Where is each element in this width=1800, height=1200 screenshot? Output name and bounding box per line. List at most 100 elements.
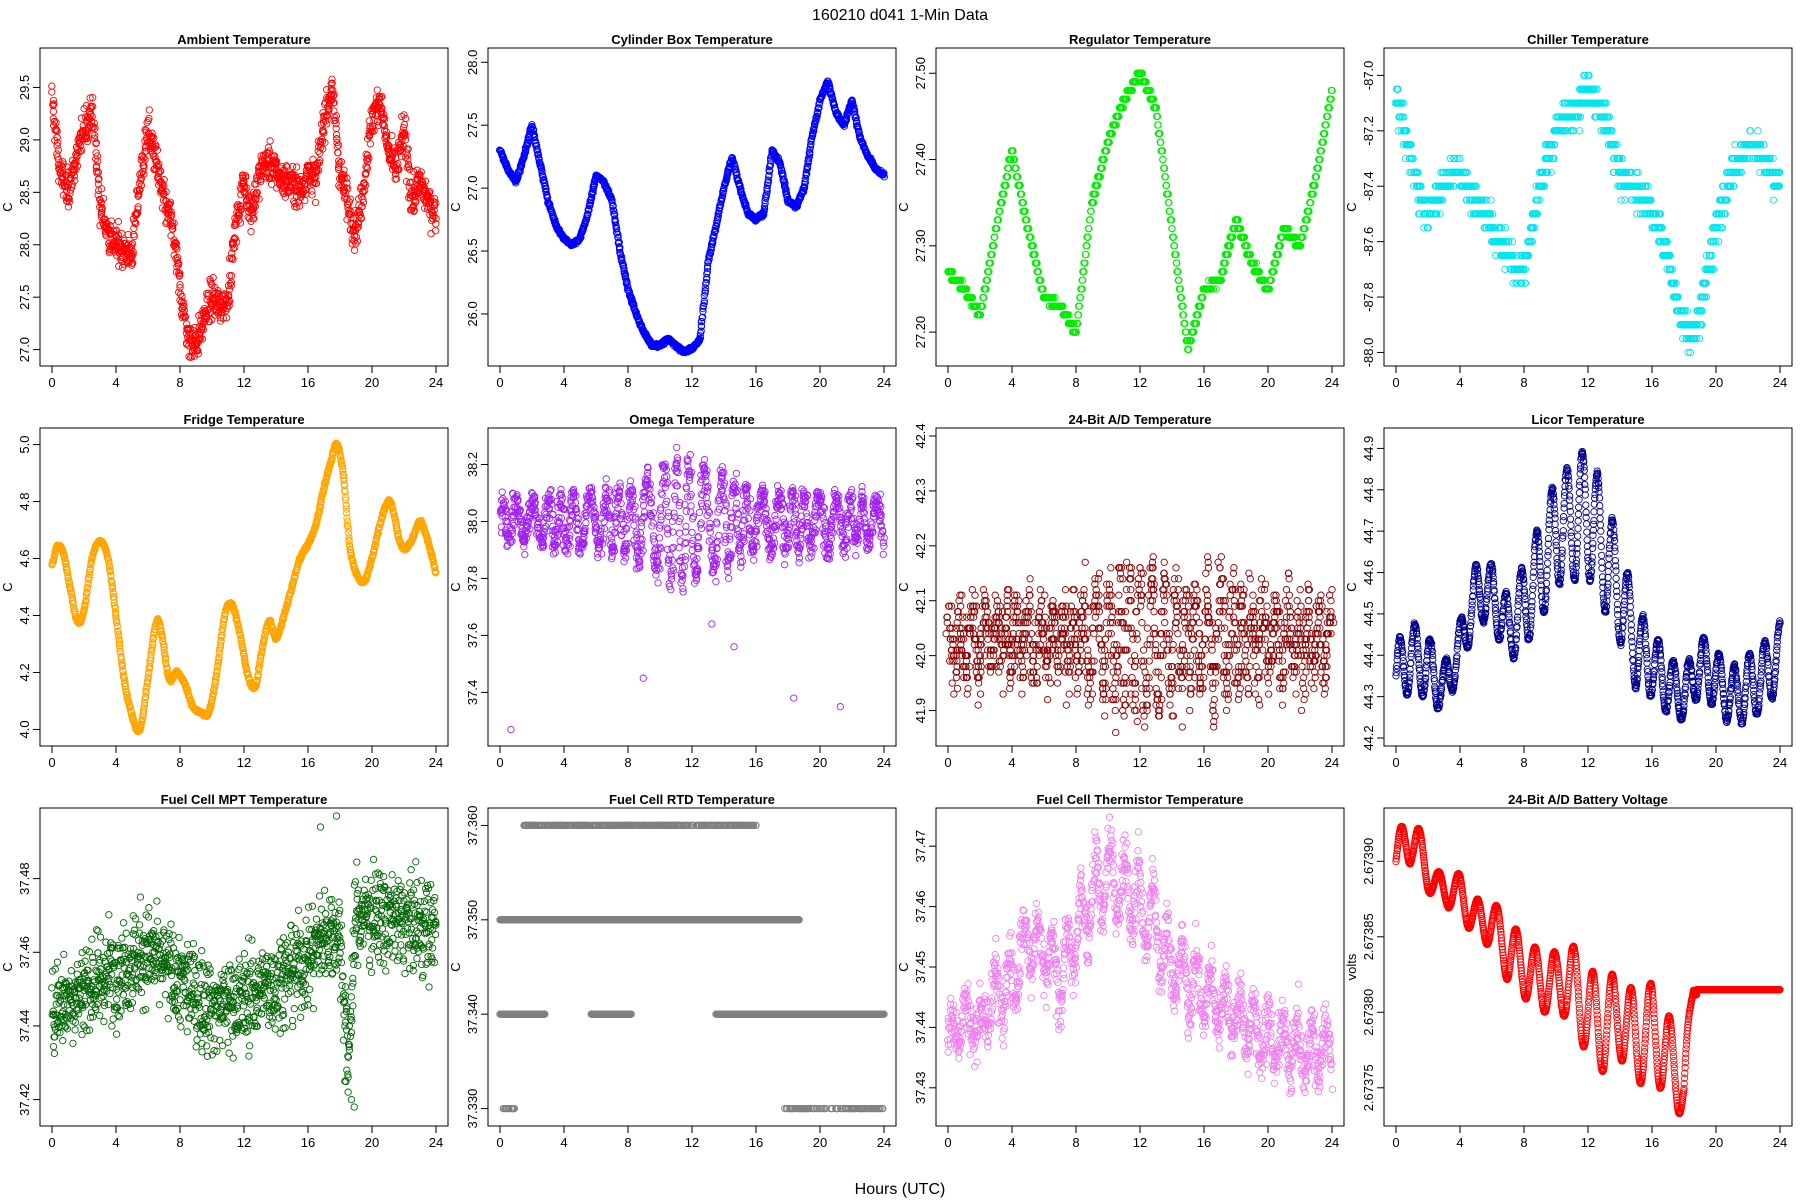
data-point [428, 214, 437, 223]
data-point [1572, 113, 1581, 121]
data-point [1454, 154, 1462, 163]
data-point [293, 163, 301, 171]
y-tick-label: 29.0 [17, 127, 32, 152]
data-point [1002, 181, 1010, 190]
data-point [312, 179, 320, 188]
data-point [78, 146, 86, 155]
data-point [129, 248, 137, 256]
data-point [160, 189, 168, 198]
data-point [279, 167, 287, 175]
data-point [94, 191, 102, 199]
data-point [87, 110, 95, 119]
data-point [356, 210, 365, 219]
data-point [236, 219, 245, 227]
data-point [225, 301, 233, 310]
data-point [1414, 168, 1422, 177]
data-point [1410, 168, 1418, 177]
data-point [148, 129, 156, 137]
data-point [1398, 113, 1406, 121]
data-point [301, 174, 309, 183]
data-point [129, 250, 137, 258]
data-point [1576, 113, 1585, 121]
data-point [360, 180, 368, 188]
data-point [709, 237, 717, 245]
data-point [1550, 141, 1559, 149]
data-point [53, 133, 61, 142]
data-point [381, 115, 389, 123]
data-point [134, 205, 142, 213]
data-point [1165, 199, 1173, 207]
data-point [1123, 95, 1131, 103]
data-point [267, 180, 276, 188]
data-point [328, 75, 336, 83]
data-point [976, 311, 985, 319]
data-point [1085, 224, 1093, 233]
data-point [1444, 182, 1453, 190]
data-point [696, 334, 705, 342]
data-point [1197, 302, 1205, 310]
data-point [1161, 173, 1170, 181]
data-point [400, 129, 409, 137]
data-point [800, 183, 809, 191]
data-point [850, 107, 858, 115]
data-point [231, 234, 239, 243]
data-point [410, 206, 418, 215]
data-point [1004, 173, 1012, 181]
data-point [1469, 182, 1478, 190]
data-point [614, 233, 622, 242]
data-point [813, 113, 821, 121]
data-point [1010, 155, 1019, 164]
data-point [963, 285, 971, 293]
data-point [584, 210, 592, 218]
data-point [319, 145, 327, 153]
x-tick-label: 20 [813, 375, 827, 390]
figure-xlabel: Hours (UTC) [855, 1181, 946, 1198]
y-tick-label: 28.0 [465, 50, 480, 75]
data-point [288, 162, 297, 171]
data-point [632, 308, 640, 316]
data-point [793, 202, 801, 210]
data-point [247, 228, 255, 236]
data-point [1174, 268, 1182, 276]
data-point [323, 120, 331, 128]
data-point [1009, 147, 1017, 155]
data-point [700, 297, 708, 305]
data-point [1314, 164, 1323, 172]
data-point [225, 285, 234, 293]
y-tick-label: 27.40 [913, 143, 928, 176]
data-point [359, 195, 367, 203]
y-tick-label: 26.0 [465, 301, 480, 326]
data-point [990, 242, 998, 250]
x-tick-label: 20 [1261, 375, 1275, 390]
data-point [1031, 250, 1039, 259]
data-point [1509, 279, 1517, 287]
data-point [1051, 293, 1059, 302]
data-point [377, 93, 385, 102]
data-point [180, 299, 188, 307]
data-point [1167, 216, 1176, 224]
data-point [1415, 182, 1423, 190]
data-point [77, 142, 85, 150]
data-point [150, 134, 158, 142]
data-point [1034, 268, 1043, 276]
data-point [339, 170, 347, 178]
data-point [1396, 99, 1405, 107]
data-point [340, 185, 349, 194]
data-point [1255, 268, 1263, 276]
data-point [1074, 319, 1082, 328]
data-point [1417, 182, 1425, 190]
data-point [97, 199, 105, 207]
data-point [1156, 130, 1164, 138]
data-point [243, 184, 251, 192]
data-point [1149, 95, 1158, 103]
data-point [1021, 207, 1029, 215]
data-point [227, 272, 236, 280]
data-point [852, 113, 860, 122]
data-point [711, 227, 719, 235]
data-point [1558, 127, 1566, 135]
x-tick-label: 16 [1197, 375, 1211, 390]
data-point [1516, 279, 1525, 287]
data-point [957, 276, 965, 284]
data-point [311, 198, 320, 207]
